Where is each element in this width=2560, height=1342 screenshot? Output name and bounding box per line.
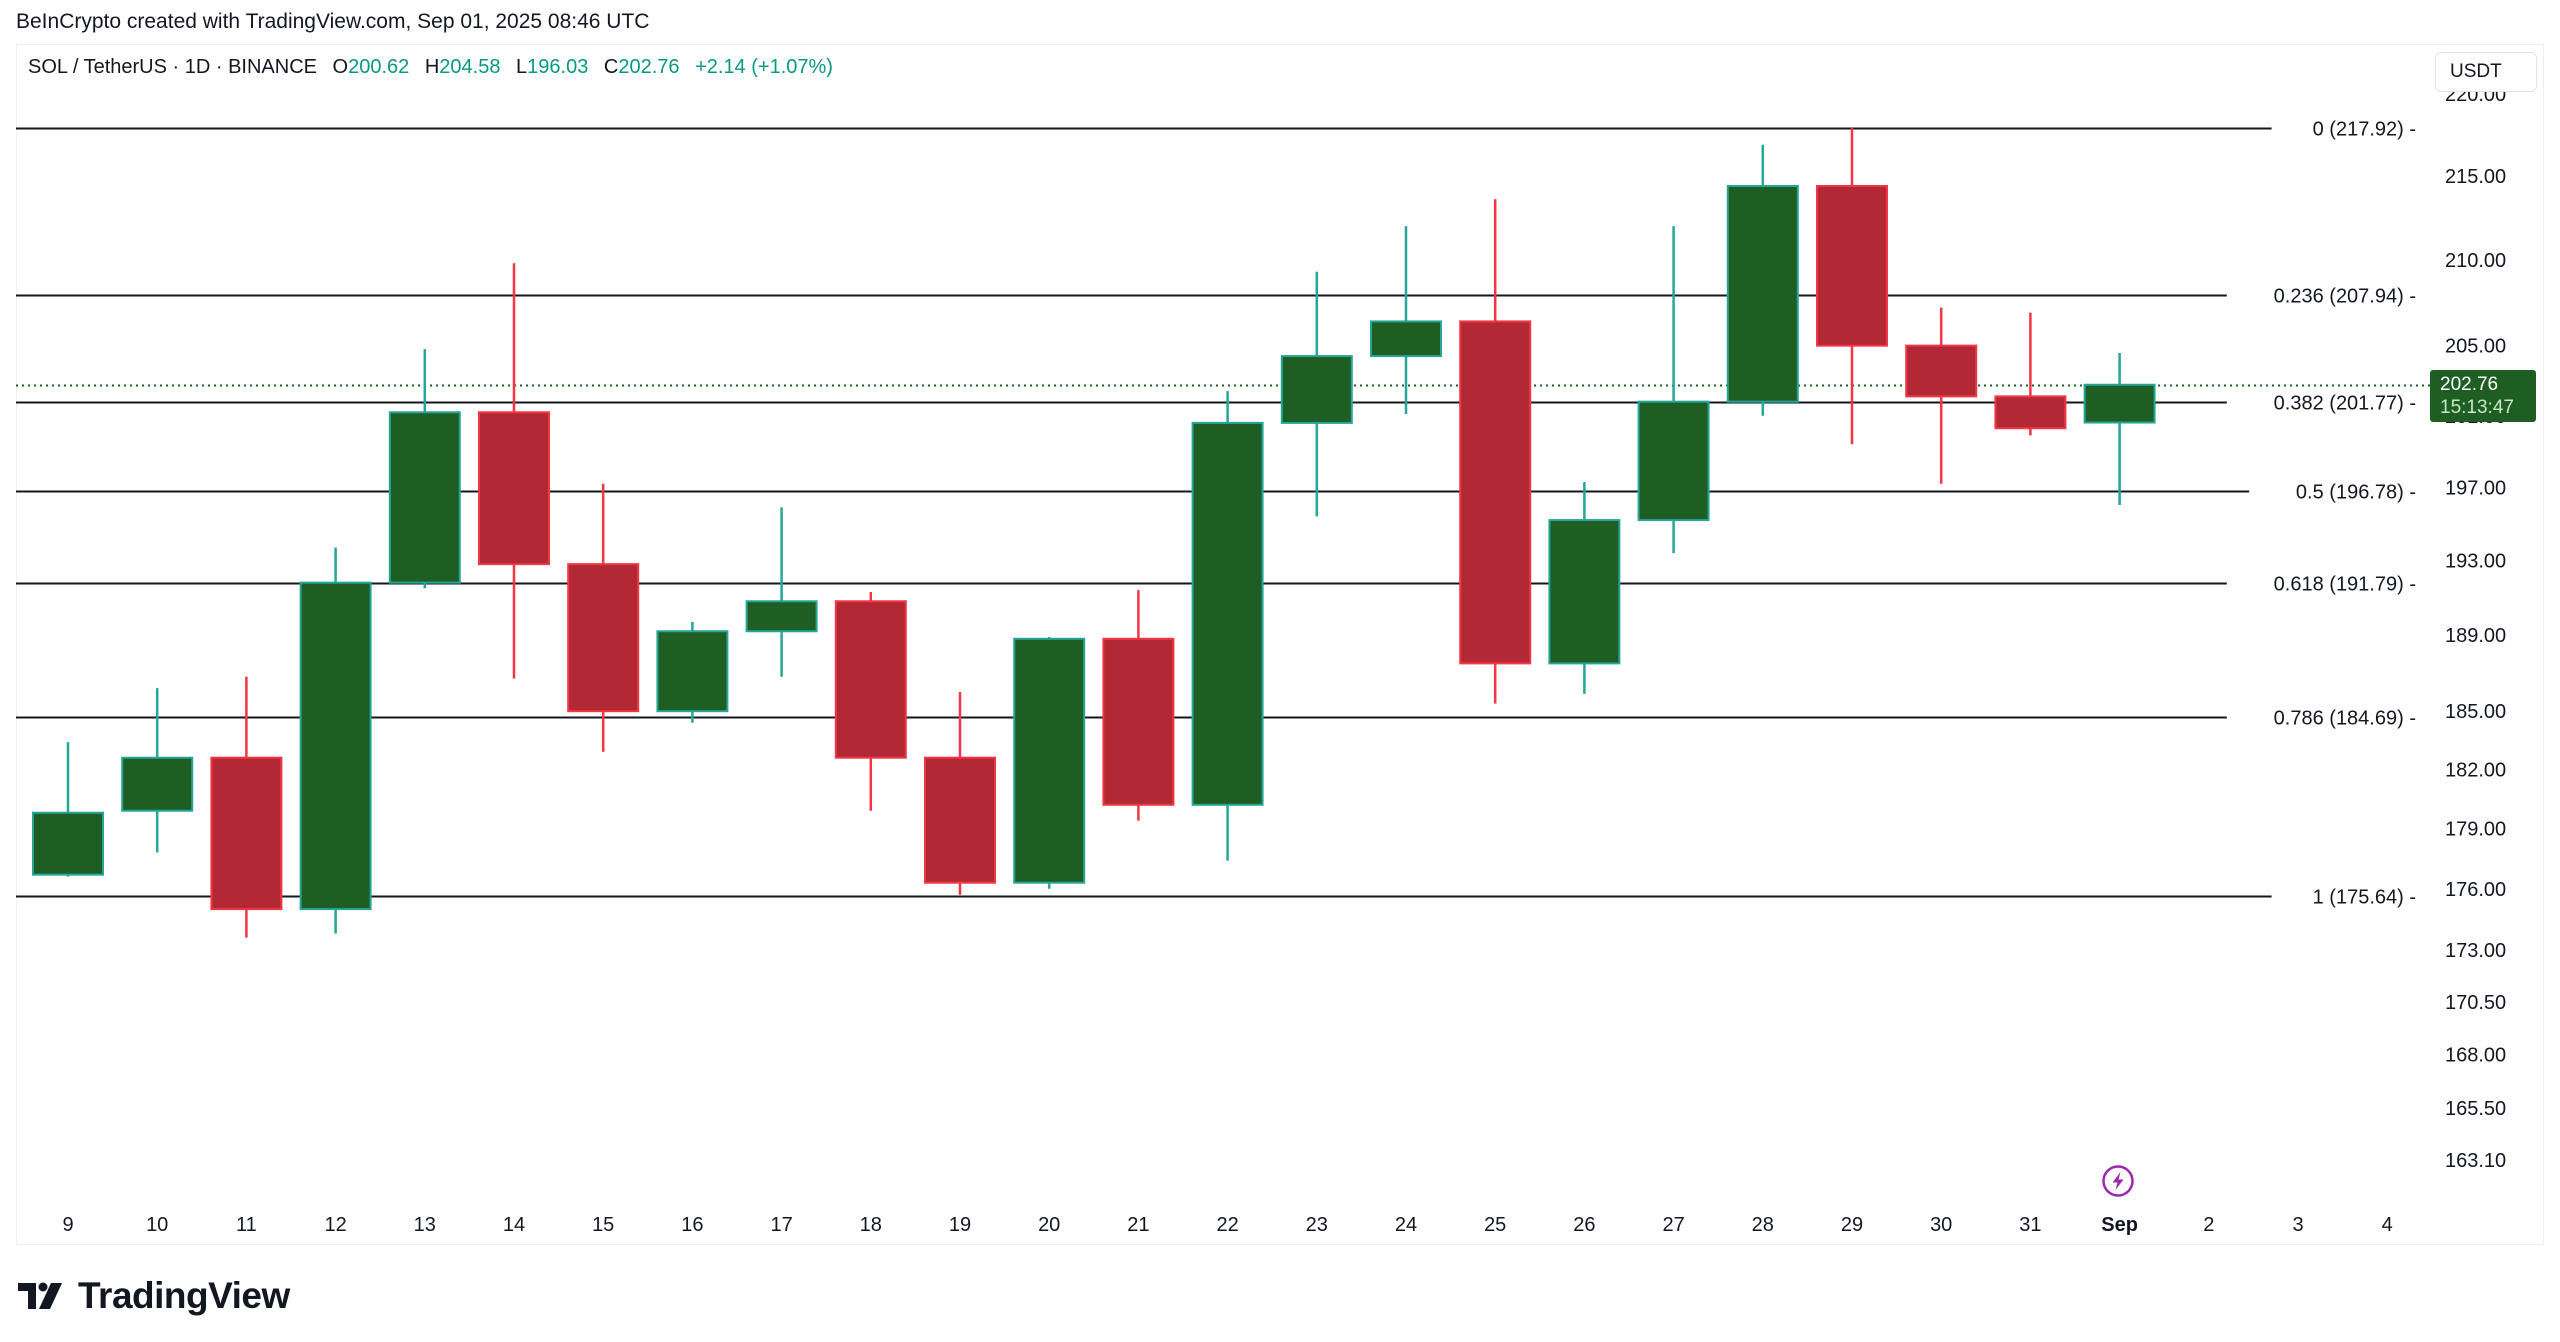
x-tick-label: 25 bbox=[1484, 1214, 1506, 1236]
y-tick-label: 173.00 bbox=[2445, 940, 2506, 962]
fib-label-1: 1 (175.64) - bbox=[2313, 887, 2416, 909]
y-tick-label: 205.00 bbox=[2445, 336, 2506, 358]
lightning-event-icon[interactable] bbox=[2101, 1164, 2135, 1198]
tradingview-wordmark: TradingView bbox=[78, 1275, 290, 1316]
x-tick-label: 3 bbox=[2292, 1214, 2303, 1236]
y-tick-label: 176.00 bbox=[2445, 879, 2506, 901]
candle-25 bbox=[1459, 199, 1532, 704]
fib-label-0.382: 0.382 (201.77) - bbox=[2274, 393, 2416, 415]
bar-countdown: 15:13:47 bbox=[2440, 397, 2514, 418]
candle-16 bbox=[656, 621, 729, 723]
x-tick-label: 18 bbox=[860, 1214, 882, 1236]
candle-10 bbox=[121, 688, 194, 853]
x-tick-label: Sep bbox=[2101, 1214, 2138, 1236]
candle-19 bbox=[924, 691, 996, 895]
y-tick-label: 165.50 bbox=[2445, 1098, 2506, 1120]
candle-14 bbox=[478, 263, 550, 679]
y-tick-label: 215.00 bbox=[2445, 166, 2506, 188]
candle-20 bbox=[1013, 636, 1086, 889]
candle-27 bbox=[1637, 226, 1710, 554]
price-axis[interactable]: 220.00215.00210.00205.00201.00197.00193.… bbox=[2445, 84, 2506, 1172]
fib-label-0.5: 0.5 (196.78) - bbox=[2296, 482, 2416, 504]
candle-31 bbox=[1994, 312, 2067, 436]
chart-credit: BeInCrypto created with TradingView.com,… bbox=[16, 10, 650, 33]
x-tick-label: 21 bbox=[1127, 1214, 1149, 1236]
y-tick-label: 182.00 bbox=[2445, 759, 2506, 781]
x-tick-label: 27 bbox=[1662, 1214, 1684, 1236]
y-tick-label: 210.00 bbox=[2445, 250, 2506, 272]
candle-15 bbox=[567, 483, 640, 752]
y-tick-label: 193.00 bbox=[2445, 550, 2506, 572]
x-tick-label: 9 bbox=[62, 1214, 73, 1236]
y-tick-label: 163.10 bbox=[2445, 1150, 2506, 1172]
candle-28 bbox=[1726, 144, 1799, 416]
candle-26 bbox=[1548, 481, 1621, 694]
fib-label-0.236: 0.236 (207.94) - bbox=[2274, 286, 2416, 308]
x-tick-label: 23 bbox=[1306, 1214, 1328, 1236]
y-tick-label: 197.00 bbox=[2445, 477, 2506, 499]
x-tick-label: 4 bbox=[2382, 1214, 2393, 1236]
x-tick-label: 22 bbox=[1216, 1214, 1238, 1236]
time-axis[interactable]: 9 10 11 12 13 14 15 16 17 18 19 20 21 22 23 24 25 26 27 28 2… bbox=[62, 1214, 2392, 1236]
y-tick-label: 189.00 bbox=[2445, 625, 2506, 647]
x-tick-label: 20 bbox=[1038, 1214, 1060, 1236]
last-price-badge: 202.76 15:13:47 bbox=[2430, 370, 2536, 422]
candles bbox=[32, 128, 2156, 938]
candle-18 bbox=[834, 591, 907, 811]
x-tick-label: 12 bbox=[324, 1214, 346, 1236]
y-tick-label: 168.00 bbox=[2445, 1044, 2506, 1066]
x-tick-label: 31 bbox=[2019, 1214, 2041, 1236]
fib-label-0.786: 0.786 (184.69) - bbox=[2274, 708, 2416, 730]
symbol-legend: SOL / TetherUS · 1D · BINANCE O200.62 H2… bbox=[28, 56, 833, 79]
x-tick-label: 28 bbox=[1752, 1214, 1774, 1236]
x-tick-label: 14 bbox=[503, 1214, 525, 1236]
candle-13 bbox=[388, 349, 461, 589]
candle-17 bbox=[745, 507, 818, 677]
x-tick-label: 24 bbox=[1395, 1214, 1417, 1236]
x-tick-label: 29 bbox=[1841, 1214, 1863, 1236]
high-label: H bbox=[424, 56, 440, 78]
y-tick-label: 170.50 bbox=[2445, 992, 2506, 1014]
x-tick-label: 13 bbox=[414, 1214, 436, 1236]
candle-24 bbox=[1370, 226, 1442, 415]
x-tick-label: 11 bbox=[236, 1214, 257, 1236]
symbol-title[interactable]: SOL / TetherUS · 1D · BINANCE bbox=[28, 56, 317, 78]
candle-23 bbox=[1280, 271, 1353, 517]
x-tick-label: 10 bbox=[146, 1214, 168, 1236]
y-tick-label: 179.00 bbox=[2445, 819, 2506, 841]
last-price-value: 202.76 bbox=[2440, 374, 2499, 395]
x-tick-label: 2 bbox=[2203, 1214, 2214, 1236]
change-value: +2.14 (+1.07%) bbox=[695, 56, 833, 78]
candle-30 bbox=[1905, 307, 1978, 484]
x-tick-label: 30 bbox=[1930, 1214, 1952, 1236]
fib-label-0: 0 (217.92) - bbox=[2313, 119, 2416, 141]
low-value: 196.03 bbox=[527, 56, 589, 78]
candle-11 bbox=[210, 676, 283, 938]
close-label: C bbox=[603, 56, 619, 78]
y-tick-label: 185.00 bbox=[2445, 701, 2506, 723]
open-value: 200.62 bbox=[348, 56, 410, 78]
tradingview-logo[interactable]: TradingView bbox=[18, 1275, 290, 1317]
candle-9 bbox=[32, 742, 104, 877]
candle-12 bbox=[299, 547, 372, 934]
x-tick-label: 15 bbox=[592, 1214, 614, 1236]
candle-22 bbox=[1191, 391, 1264, 861]
tradingview-logo-icon bbox=[18, 1282, 62, 1309]
x-tick-label: 26 bbox=[1573, 1214, 1595, 1236]
low-label: L bbox=[516, 56, 528, 78]
x-tick-label: 17 bbox=[770, 1214, 792, 1236]
chart-frame bbox=[16, 44, 2544, 1245]
currency-button[interactable]: USDT bbox=[2435, 52, 2537, 92]
high-value: 204.58 bbox=[439, 56, 501, 78]
candle-Sep bbox=[2083, 352, 2156, 505]
fib-label-0.618: 0.618 (191.79) - bbox=[2274, 574, 2416, 596]
candle-29 bbox=[1816, 128, 1888, 445]
x-tick-label: 19 bbox=[949, 1214, 971, 1236]
close-value: 202.76 bbox=[618, 56, 680, 78]
open-label: O bbox=[332, 56, 349, 78]
x-tick-label: 16 bbox=[681, 1214, 703, 1236]
candle-21 bbox=[1102, 590, 1175, 821]
